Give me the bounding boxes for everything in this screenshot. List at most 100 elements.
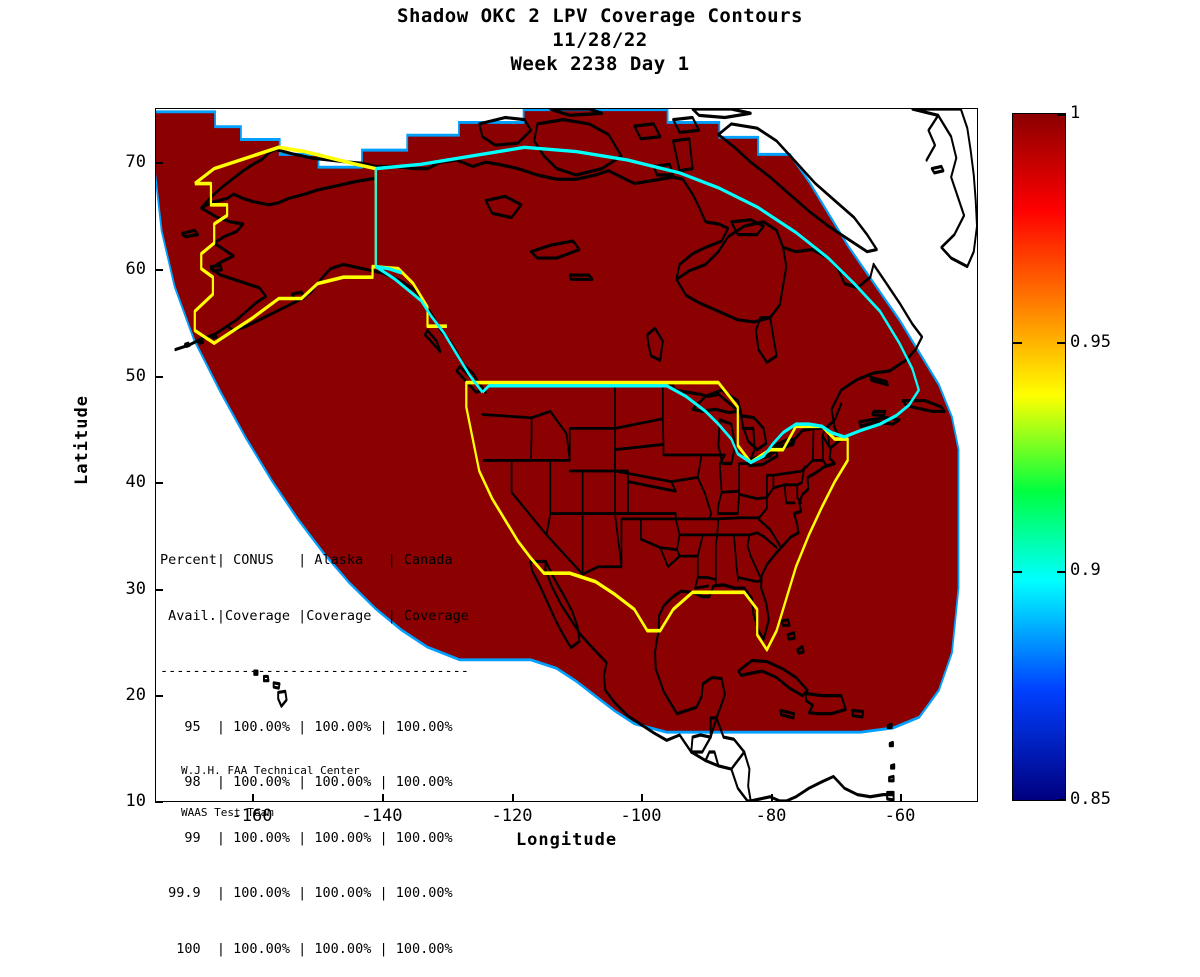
colorbar-tick-label-09: 0.9 <box>1070 560 1101 580</box>
baffin-island <box>717 122 878 254</box>
labrador-coast <box>840 262 924 392</box>
lake-michigan <box>717 418 737 466</box>
conus-service-volume <box>465 380 849 652</box>
y-axis-label: Latitude <box>72 395 92 485</box>
us-canada-border-lakes <box>672 384 843 462</box>
alaska-coastline <box>200 147 377 210</box>
banks-island <box>478 115 532 147</box>
prince-edward-island <box>871 409 887 418</box>
colorbar-tickmark-1 <box>1057 114 1066 116</box>
coverage-map <box>156 109 977 801</box>
greenland-detail <box>925 113 940 162</box>
x-tick-label-m160: -160 <box>231 806 273 826</box>
lesser-antilles-3 <box>890 763 896 770</box>
x-tick-label-m100: -100 <box>620 806 662 826</box>
y-tickmark-50 <box>155 376 163 378</box>
x-tickmark-m100 <box>641 794 643 802</box>
y-tick-label-40: 40 <box>125 472 146 492</box>
y-tick-label-30: 30 <box>125 579 146 599</box>
jamaica <box>779 708 796 720</box>
y-tickmark-70 <box>155 162 163 164</box>
y-tick-label-70: 70 <box>125 152 146 172</box>
chart-title-block: Shadow OKC 2 LPV Coverage Contours 11/28… <box>0 4 1200 76</box>
y-tick-label-10: 10 <box>125 791 146 811</box>
bahamas-3 <box>796 645 805 655</box>
prince-of-wales-island <box>633 122 662 141</box>
anticosti-island <box>869 375 889 387</box>
alaska-service-volume-north <box>194 145 377 186</box>
greenland-west-islands <box>930 164 945 175</box>
devon-island <box>691 109 752 120</box>
alaska-west-coast <box>200 206 426 333</box>
x-axis-label: Longitude <box>515 830 618 850</box>
nicaragua-border <box>730 750 746 771</box>
title-line-2: 11/28/22 <box>552 29 648 51</box>
hawaii-maui <box>272 681 281 690</box>
haida-gwaii <box>423 328 442 354</box>
somerset-island <box>672 115 700 135</box>
colorbar <box>1012 113 1066 801</box>
y-tickmark-10 <box>155 801 163 803</box>
colorbar-tick-label-085: 0.85 <box>1070 789 1111 809</box>
victoria-island <box>533 118 623 177</box>
x-tick-label-m60: -60 <box>884 806 916 826</box>
colorbar-tickmark-09 <box>1057 571 1066 573</box>
melville-island <box>549 109 604 117</box>
guatemala-honduras <box>704 750 720 768</box>
lesser-antilles-2 <box>888 740 894 748</box>
canada-inland-lakes-border <box>375 264 402 275</box>
canada-border-bc-coast <box>374 168 484 394</box>
hispaniola <box>804 691 847 716</box>
coverage-stats-table: Percent| CONUS | Alaska | Canada Avail.|… <box>160 514 469 977</box>
y-tickmark-40 <box>155 482 163 484</box>
x-tickmark-m140 <box>382 794 384 802</box>
boothia-peninsula <box>672 137 694 173</box>
lesser-antilles-4 <box>888 774 895 783</box>
aleutian-island-1 <box>197 338 205 345</box>
lake-athabasca <box>568 273 594 281</box>
colorbar-tick-label-1: 1 <box>1070 103 1081 123</box>
panama <box>749 795 788 801</box>
nunivak-island <box>209 263 223 273</box>
bahamas-1 <box>780 618 791 627</box>
table-row: 100 | 100.00% | 100.00% | 100.00% <box>160 940 453 957</box>
trinidad <box>886 790 895 801</box>
service-volume-boundaries-cyan <box>374 145 920 465</box>
lake-winnipeg <box>646 326 664 362</box>
colorbar-tickmark-09-left <box>1013 571 1022 573</box>
y-tickmark-20 <box>155 695 163 697</box>
bahamas-2 <box>786 631 796 641</box>
y-tick-label-20: 20 <box>125 685 146 705</box>
x-tickmark-m160 <box>252 794 254 802</box>
table-row: 95 | 100.00% | 100.00% | 100.00% <box>160 718 453 735</box>
puerto-rico <box>851 708 865 719</box>
hawaii-bigisland <box>277 689 288 708</box>
colorbar-tickmark-085 <box>1057 799 1066 801</box>
coastlines-layer <box>174 109 977 801</box>
hudson-bay <box>675 220 788 324</box>
aleutian-island-2 <box>209 333 218 340</box>
king-william-island <box>652 162 675 177</box>
map-plot-area <box>155 108 978 802</box>
lesser-antilles-1 <box>886 722 893 730</box>
canada-border-north <box>375 145 920 465</box>
us-state-boundaries <box>481 384 832 590</box>
hawaii-oahu <box>262 674 270 683</box>
x-tick-label-m120: -120 <box>491 806 533 826</box>
table-row: 98 | 100.00% | 100.00% | 100.00% <box>160 774 453 790</box>
aleutian-island-3 <box>184 341 191 349</box>
y-tick-label-60: 60 <box>125 259 146 279</box>
st-lawrence-island <box>180 228 199 239</box>
colorbar-tickmark-095-left <box>1013 342 1022 344</box>
south-america-north <box>785 774 894 801</box>
hawaii-kauai <box>253 669 259 676</box>
alaska-service-volume <box>193 181 447 346</box>
table-row: 99.9 | 100.00% | 100.00% | 100.00% <box>160 885 453 901</box>
y-tick-label-50: 50 <box>125 366 146 386</box>
mexico-coastline <box>529 559 726 754</box>
great-slave-lake <box>529 239 581 260</box>
table-row: 99 | 100.00% | 100.00% | 100.00% <box>160 829 453 846</box>
cuba <box>737 658 809 698</box>
colorbar-tick-label-095: 0.95 <box>1070 332 1111 352</box>
y-tickmark-60 <box>155 269 163 271</box>
